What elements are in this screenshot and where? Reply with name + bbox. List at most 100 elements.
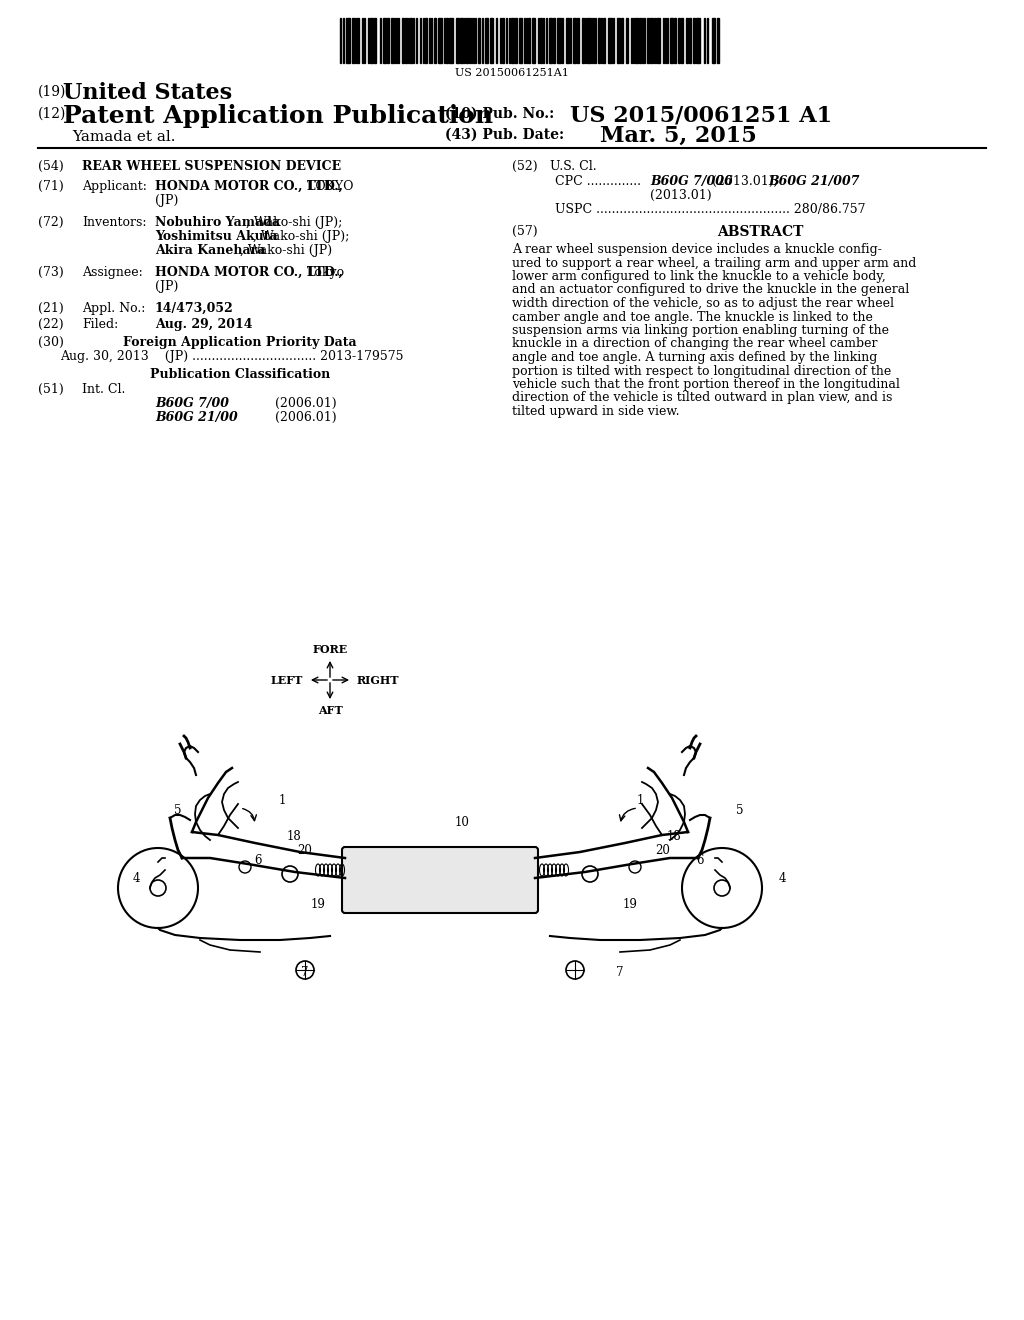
Text: 4: 4: [778, 871, 785, 884]
Bar: [650, 18, 652, 63]
Text: (52): (52): [512, 160, 538, 173]
Text: Applicant:: Applicant:: [82, 180, 146, 193]
Text: (10) Pub. No.:: (10) Pub. No.:: [445, 107, 554, 121]
Text: 4: 4: [132, 871, 139, 884]
Text: 6: 6: [254, 854, 262, 866]
Bar: [438, 18, 442, 63]
Text: (30): (30): [38, 337, 63, 348]
Text: Aug. 29, 2014: Aug. 29, 2014: [155, 318, 253, 331]
Bar: [490, 18, 493, 63]
Bar: [425, 18, 427, 63]
Bar: [374, 18, 376, 63]
Bar: [478, 18, 480, 63]
Bar: [670, 18, 673, 63]
Text: 7: 7: [616, 966, 624, 979]
Bar: [577, 18, 579, 63]
Bar: [582, 18, 584, 63]
Text: direction of the vehicle is tilted outward in plan view, and is: direction of the vehicle is tilted outwa…: [512, 392, 892, 404]
Text: , Wako-shi (JP);: , Wako-shi (JP);: [247, 216, 343, 228]
Bar: [621, 18, 623, 63]
Bar: [681, 18, 683, 63]
Text: B60G 21/00: B60G 21/00: [155, 411, 238, 424]
Text: Nobuhiro Yamada: Nobuhiro Yamada: [155, 216, 280, 228]
Bar: [598, 18, 600, 63]
Text: US 2015/0061251 A1: US 2015/0061251 A1: [570, 104, 833, 125]
Bar: [540, 18, 542, 63]
Text: 6: 6: [696, 854, 703, 866]
Text: tilted upward in side view.: tilted upward in side view.: [512, 405, 680, 418]
Text: (2006.01): (2006.01): [275, 397, 337, 411]
Bar: [639, 18, 641, 63]
Text: knuckle in a direction of changing the rear wheel camber: knuckle in a direction of changing the r…: [512, 338, 878, 351]
Text: USPC .................................................. 280/86.757: USPC ...................................…: [555, 203, 865, 216]
Bar: [485, 18, 488, 63]
Bar: [647, 18, 649, 63]
Text: 20: 20: [655, 845, 671, 858]
Text: (2013.01);: (2013.01);: [708, 176, 782, 187]
Text: 18: 18: [287, 829, 301, 842]
Bar: [460, 18, 463, 63]
Bar: [352, 18, 354, 63]
Bar: [617, 18, 620, 63]
Text: , Wako-shi (JP);: , Wako-shi (JP);: [253, 230, 349, 243]
Text: Appl. No.:: Appl. No.:: [82, 302, 145, 315]
Bar: [449, 18, 453, 63]
Text: (21): (21): [38, 302, 63, 315]
Bar: [689, 18, 691, 63]
Text: AFT: AFT: [317, 705, 342, 715]
Bar: [553, 18, 555, 63]
Bar: [383, 18, 386, 63]
Text: suspension arms via linking portion enabling turning of the: suspension arms via linking portion enab…: [512, 323, 889, 337]
Text: (72): (72): [38, 216, 63, 228]
Text: FORE: FORE: [312, 644, 347, 655]
Bar: [674, 18, 676, 63]
Bar: [573, 18, 575, 63]
Text: LEFT: LEFT: [270, 675, 303, 685]
Bar: [410, 18, 412, 63]
Bar: [532, 18, 535, 63]
Text: portion is tilted with respect to longitudinal direction of the: portion is tilted with respect to longit…: [512, 364, 891, 378]
Bar: [391, 18, 393, 63]
Text: (54): (54): [38, 160, 63, 173]
Text: (2006.01): (2006.01): [275, 411, 337, 424]
Text: (22): (22): [38, 318, 63, 331]
Text: 1: 1: [636, 793, 644, 807]
Text: ured to support a rear wheel, a trailing arm and upper arm and: ured to support a rear wheel, a trailing…: [512, 256, 916, 269]
Text: Mar. 5, 2015: Mar. 5, 2015: [600, 125, 757, 147]
Text: Tokyo: Tokyo: [303, 267, 344, 279]
Text: Inventors:: Inventors:: [82, 216, 146, 228]
Bar: [678, 18, 680, 63]
Text: B60G 21/007: B60G 21/007: [768, 176, 859, 187]
Text: 1: 1: [279, 793, 286, 807]
Text: A rear wheel suspension device includes a knuckle config-: A rear wheel suspension device includes …: [512, 243, 882, 256]
Bar: [502, 18, 504, 63]
Text: United States: United States: [63, 82, 232, 104]
Text: Yamada et al.: Yamada et al.: [72, 129, 175, 144]
Text: REAR WHEEL SUSPENSION DEVICE: REAR WHEEL SUSPENSION DEVICE: [82, 160, 341, 173]
Text: B60G 7/006: B60G 7/006: [650, 176, 733, 187]
Bar: [693, 18, 695, 63]
Text: (71): (71): [38, 180, 63, 193]
Text: US 20150061251A1: US 20150061251A1: [455, 69, 569, 78]
Text: (JP): (JP): [155, 194, 178, 207]
Text: lower arm configured to link the knuckle to a vehicle body,: lower arm configured to link the knuckle…: [512, 271, 886, 282]
Text: 14/473,052: 14/473,052: [155, 302, 233, 315]
Bar: [402, 18, 404, 63]
Bar: [608, 18, 612, 63]
Text: , Wako-shi (JP): , Wako-shi (JP): [241, 244, 333, 257]
Text: Akira Kanehara: Akira Kanehara: [155, 244, 265, 257]
Bar: [357, 18, 359, 63]
Text: (2013.01): (2013.01): [650, 189, 712, 202]
Text: (51): (51): [38, 383, 63, 396]
Text: CPC ..............: CPC ..............: [555, 176, 645, 187]
Text: 20: 20: [298, 845, 312, 858]
Text: vehicle such that the front portion thereof in the longitudinal: vehicle such that the front portion ther…: [512, 378, 900, 391]
Text: (43) Pub. Date:: (43) Pub. Date:: [445, 128, 564, 143]
Text: 18: 18: [667, 829, 681, 842]
Bar: [370, 18, 373, 63]
Bar: [346, 18, 350, 63]
Text: B60G 7/00: B60G 7/00: [155, 397, 229, 411]
Text: TOKYO: TOKYO: [303, 180, 353, 193]
Bar: [696, 18, 700, 63]
Text: Patent Application Publication: Patent Application Publication: [63, 104, 494, 128]
